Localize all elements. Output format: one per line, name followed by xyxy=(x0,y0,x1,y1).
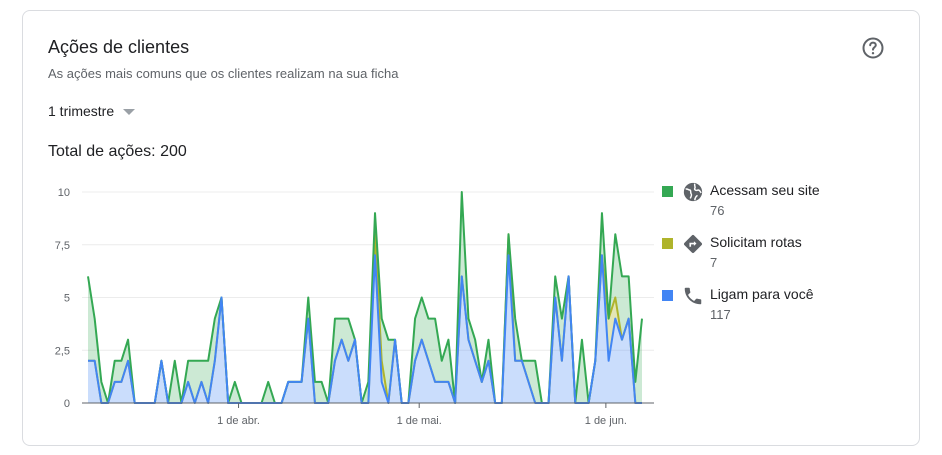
y-tick-label: 5 xyxy=(64,293,70,305)
actions-area-chart: 0 2,5 5 7,5 10 1 de abr. 1 de mai. 1 de jun. xyxy=(55,187,654,427)
legend-value-routes: 7 xyxy=(710,255,718,270)
x-tick-label: 1 de abr. xyxy=(217,415,260,427)
chart-axes: 0 2,5 5 7,5 10 1 de abr. 1 de mai. 1 de jun. xyxy=(55,187,654,427)
directions-icon xyxy=(684,235,702,253)
legend-label-calls: Ligam para você xyxy=(710,286,814,302)
customer-actions-card: Ações de clientes As ações mais comuns q… xyxy=(22,10,920,446)
help-circle-icon[interactable] xyxy=(861,36,885,60)
y-tick-label: 7,5 xyxy=(55,240,70,252)
x-tick-label: 1 de mai. xyxy=(397,415,442,427)
y-tick-label: 2,5 xyxy=(55,345,70,357)
y-tick-label: 10 xyxy=(58,187,70,199)
legend-value-calls: 117 xyxy=(710,307,731,322)
card-subtitle: As ações mais comuns que os clientes rea… xyxy=(48,66,399,81)
legend-swatch-routes xyxy=(662,238,673,249)
phone-icon xyxy=(684,287,702,305)
total-actions: Total de ações: 200 xyxy=(48,143,187,160)
globe-icon xyxy=(683,182,703,202)
legend-label-routes: Solicitam rotas xyxy=(710,234,802,250)
legend-swatch-site xyxy=(662,186,673,197)
y-tick-label: 0 xyxy=(64,398,70,410)
legend-label-site: Acessam seu site xyxy=(710,182,820,198)
chart-gridlines xyxy=(82,191,654,351)
chevron-down-icon xyxy=(123,109,136,115)
card-title: Ações de clientes xyxy=(48,37,190,57)
period-dropdown-label: 1 trimestre xyxy=(48,103,115,119)
legend-swatch-calls xyxy=(662,290,673,301)
x-tick-label: 1 de jun. xyxy=(585,415,627,427)
legend-value-site: 76 xyxy=(710,203,725,218)
period-dropdown[interactable]: 1 trimestre xyxy=(48,103,136,119)
